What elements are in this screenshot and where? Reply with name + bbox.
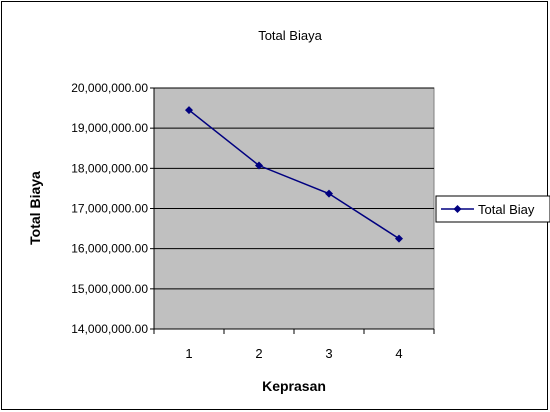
data-point <box>325 189 333 198</box>
series-line <box>188 109 400 240</box>
data-point <box>185 106 193 115</box>
y-tick-label: 18,000,000.00 <box>71 161 148 175</box>
data-point <box>255 161 263 170</box>
plot-area: 14,000,000.00 15,000,000.00 16,000,000.00 1… <box>71 81 435 361</box>
y-tick-label: 17,000,000.00 <box>71 202 148 216</box>
chart-title: Total Biaya <box>258 28 322 43</box>
y-tick-label: 14,000,000.00 <box>71 322 148 336</box>
y-tick-label: 16,000,000.00 <box>71 242 148 256</box>
x-tick-label: 3 <box>325 346 332 361</box>
y-axis-label: Total Biaya <box>27 171 43 245</box>
y-tick-label: 20,000,000.00 <box>71 81 148 95</box>
y-tick-label: 15,000,000.00 <box>71 282 148 296</box>
x-tick-label: 1 <box>185 346 192 361</box>
data-point <box>395 234 403 243</box>
legend-label: Total Biay <box>478 202 535 217</box>
y-tick-label: 19,000,000.00 <box>71 121 148 135</box>
legend-marker <box>453 205 462 213</box>
x-axis-label: Keprasan <box>262 378 326 394</box>
legend: Total Biay <box>435 195 550 223</box>
x-tick-label: 2 <box>255 346 262 361</box>
x-tick-label: 4 <box>395 346 402 361</box>
